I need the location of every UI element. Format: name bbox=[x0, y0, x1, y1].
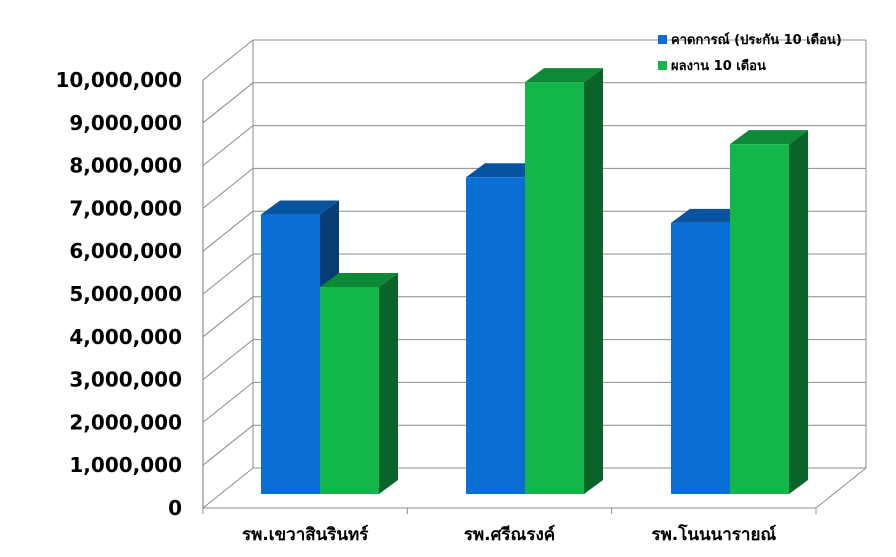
grid-line-side bbox=[202, 125, 254, 166]
y-tick-label: 8,000,000 bbox=[69, 154, 182, 178]
y-tick-label: 4,000,000 bbox=[69, 325, 182, 349]
legend: คาดการณ์ (ประกัน 10 เดือน) ผลงาน 10 เดือน bbox=[658, 32, 842, 74]
y-tick-label: 5,000,000 bbox=[69, 282, 182, 306]
y-tick-label: 2,000,000 bbox=[69, 410, 182, 434]
grid-line-side bbox=[202, 210, 254, 252]
grid-line-side bbox=[202, 82, 254, 124]
grid-line-side bbox=[202, 382, 254, 423]
axes bbox=[202, 80, 817, 514]
legend-swatch bbox=[658, 35, 667, 44]
y-tick-label: 6,000,000 bbox=[69, 239, 182, 263]
grid-line-side bbox=[202, 168, 254, 209]
grid-line-side bbox=[202, 253, 254, 295]
legend-label: คาดการณ์ (ประกัน 10 เดือน) bbox=[671, 32, 842, 48]
grid-line-side bbox=[202, 467, 254, 509]
x-tick-label: รพ.โนนนารายณ์ bbox=[651, 524, 776, 545]
bar bbox=[320, 273, 398, 494]
grid-line-side bbox=[202, 339, 254, 380]
grid-line-side bbox=[202, 39, 254, 81]
y-tick-label: 3,000,000 bbox=[69, 368, 182, 392]
legend-swatch bbox=[658, 61, 667, 70]
bars bbox=[261, 68, 808, 495]
grid-line-side bbox=[202, 424, 254, 466]
y-tick-label: 1,000,000 bbox=[69, 453, 182, 477]
y-tick-label: 10,000,000 bbox=[55, 68, 182, 92]
bar bbox=[730, 130, 808, 495]
y-tick-label: 9,000,000 bbox=[69, 111, 182, 135]
grid-line-side bbox=[202, 296, 254, 338]
y-tick-label: 7,000,000 bbox=[69, 196, 182, 220]
y-tick-label: 0 bbox=[168, 496, 182, 520]
x-tick-label: รพ.ศรีณรงค์ bbox=[464, 524, 555, 545]
bar bbox=[525, 68, 603, 494]
legend-label: ผลงาน 10 เดือน bbox=[671, 58, 766, 74]
axis-labels: 0 1,000,000 2,000,000 3,000,000 4,000,000 5,0… bbox=[55, 68, 776, 545]
x-tick-label: รพ.เขวาสินรินทร์ bbox=[242, 524, 369, 545]
